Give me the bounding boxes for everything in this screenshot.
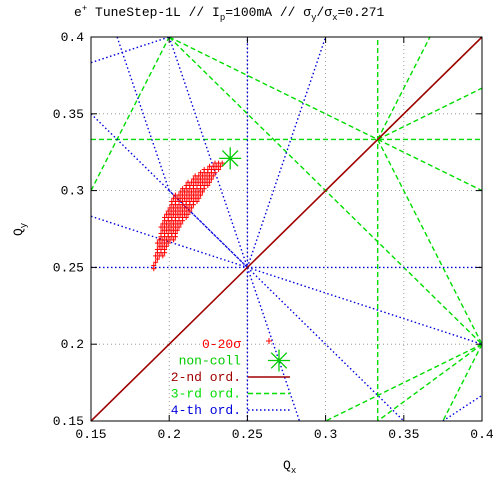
x-tick-label: 0.25 [232,427,263,442]
axis-ticks: 0.15 0.2 0.25 0.3 0.35 0.4 0.15 0.2 0.25 0.3 0.35 0… [53,30,494,442]
y-tick-label: 0.15 [53,414,84,429]
third-order-resonance-line [91,37,170,191]
amplitude-point [194,198,200,204]
third-order-resonance-line [377,37,431,140]
amplitude-point [171,237,177,243]
non-coll-point [219,147,242,170]
fourth-order-resonance-line [246,267,301,421]
x-tick-label: 0.4 [470,427,494,442]
x-tick-label: 0.2 [157,427,180,442]
amplitude-point [183,214,189,220]
amplitude-point [160,253,166,259]
x-tick-label: 0.15 [75,427,106,442]
amplitude-point [153,259,159,265]
amplitude-point [189,205,195,211]
fourth-order-resonance-line [246,37,327,268]
y-tick-label: 0.4 [61,30,85,45]
y-tick-label: 0.25 [53,260,84,275]
amplitude-point [201,186,207,192]
amplitude-point [187,208,193,214]
amplitude-point [180,218,186,224]
amplitude-point [162,250,168,256]
amplitude-point [210,173,216,179]
legend-label: 4-th ord. [171,403,241,418]
legend-sample-star [268,349,290,372]
amplitude-point [154,256,160,262]
amplitude-point [208,176,214,182]
third-order-resonance-line [377,343,482,421]
amplitude-point [165,240,171,246]
amplitude-point [212,170,218,176]
amplitude-point [198,192,204,198]
third-order-resonance-line [168,37,378,141]
legend-label: 3-rd ord. [171,387,241,402]
third-order-resonance-line [377,138,482,192]
fourth-order-resonance-line [247,266,482,345]
amplitude-point [151,266,157,272]
amplitude-point [216,166,222,172]
legend-label: 0-20σ [202,337,241,352]
legend-label: non-coll [179,354,242,369]
amplitude-point [219,160,225,166]
non-coll-marker [219,147,242,170]
chart-title: e+ TuneStep-1L // Ip=100mA // σy/σx=0.27… [74,4,385,23]
x-axis-label: Qx [283,458,296,476]
amplitude-point [190,202,196,208]
third-order-resonance-line [325,343,482,421]
amplitude-point [217,163,223,169]
amplitude-points [151,160,225,272]
y-tick-label: 0.3 [61,184,84,199]
amplitude-point [199,189,205,195]
amplitude-point [196,195,202,201]
amplitude-point [176,224,182,230]
fourth-order-resonance-line [168,37,249,268]
fourth-order-resonance-line [246,266,405,421]
y-tick-label: 0.35 [53,107,84,122]
amplitude-point [172,234,178,240]
resonance-lines [91,37,482,421]
fourth-order-resonance-line [91,215,248,269]
y-tick-label: 0.2 [61,337,84,352]
second-order-resonance-line [91,37,482,421]
third-order-resonance-line [377,139,482,345]
x-tick-label: 0.35 [388,427,419,442]
third-order-resonance-line [442,343,482,421]
amplitude-point [174,227,180,233]
amplitude-point [163,243,169,249]
y-axis-label: Qy [11,222,29,236]
amplitude-point [207,179,213,185]
fourth-order-resonance-line [91,37,170,64]
amplitude-point [178,221,184,227]
legend-label: 2-nd ord. [171,370,241,385]
legend-sample-cross [266,338,272,344]
fourth-order-resonance-line [91,113,248,268]
amplitude-point [185,211,191,217]
fourth-order-resonance-line [116,37,170,191]
amplitude-point [205,182,211,188]
plot-frame [90,36,483,422]
x-tick-label: 0.3 [314,427,337,442]
third-order-resonance-line [377,87,482,141]
